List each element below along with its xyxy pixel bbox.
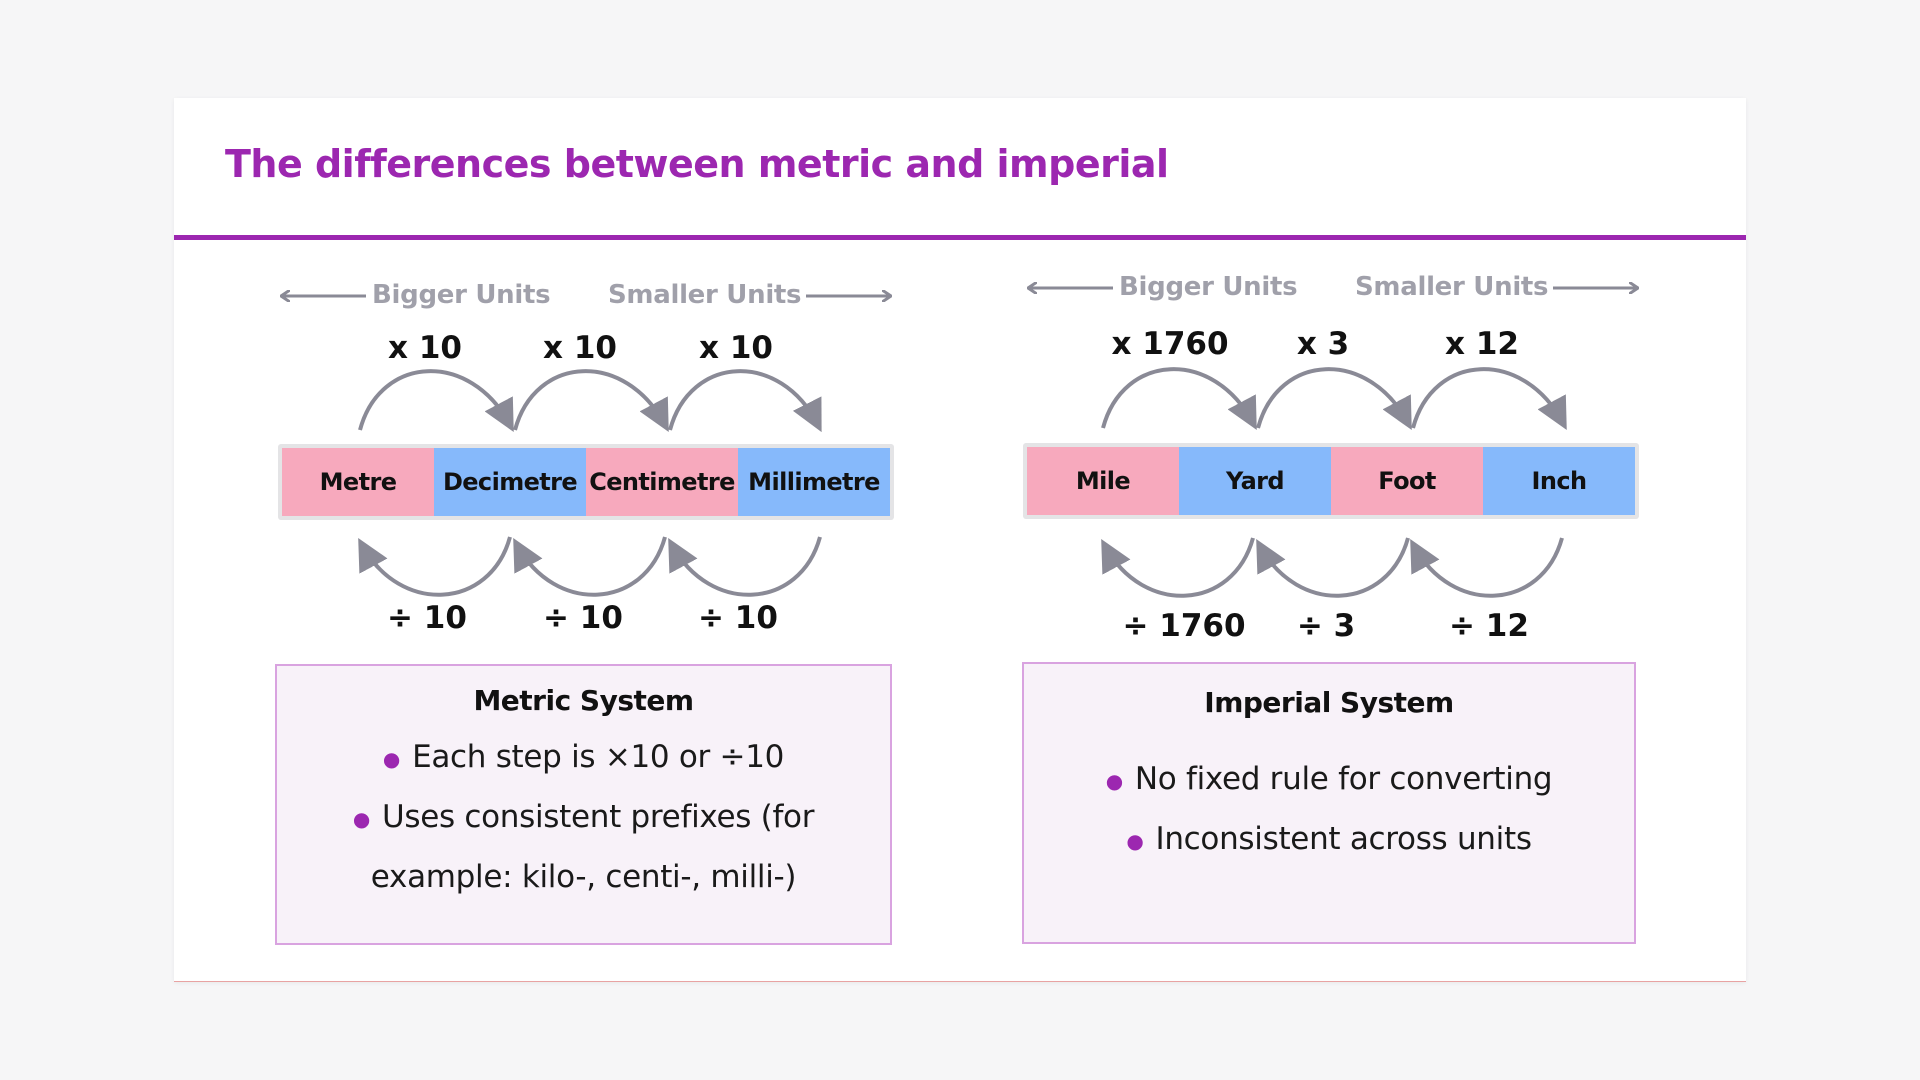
- slide-bottom-border: [174, 981, 1746, 982]
- unit-millimetre: Millimetre: [738, 448, 890, 516]
- metric-box-title: Metric System: [473, 684, 694, 717]
- imperial-system-box: Imperial System ● No fixed rule for conve…: [1022, 662, 1636, 944]
- imperial-smaller-units-label: Smaller Units: [1355, 272, 1549, 302]
- bullet-dot-icon: ●: [1126, 828, 1144, 853]
- imperial-divide-label: ÷ 3: [1296, 608, 1356, 644]
- unit-inch: Inch: [1483, 447, 1635, 515]
- metric-multiply-label: x 10: [543, 330, 617, 366]
- metric-unit-bar: Metre Decimetre Centimetre Millimetre: [278, 444, 894, 520]
- imperial-multiply-label: x 1760: [1111, 326, 1229, 362]
- title-divider: [174, 235, 1746, 240]
- bullet-dot-icon: ●: [1105, 768, 1123, 793]
- bullet-dot-icon: ●: [382, 746, 401, 771]
- imperial-bullet-1: ● No fixed rule for converting: [1105, 761, 1553, 797]
- bullet-dot-icon: ●: [352, 806, 370, 831]
- imperial-unit-bar: Mile Yard Foot Inch: [1023, 443, 1639, 519]
- page-title: The differences between metric and imper…: [225, 142, 1169, 186]
- metric-bullet-2: ● Uses consistent prefixes (for: [352, 799, 815, 835]
- imperial-multiply-label: x 12: [1445, 326, 1519, 362]
- metric-bullet-1: ● Each step is ×10 or ÷10: [382, 739, 785, 775]
- metric-bullet-2-continuation: example: kilo-, centi-, milli-): [370, 859, 797, 895]
- metric-smaller-units-label: Smaller Units: [608, 280, 802, 310]
- imperial-box-title: Imperial System: [1204, 686, 1454, 719]
- unit-foot: Foot: [1331, 447, 1483, 515]
- unit-metre: Metre: [282, 448, 434, 516]
- imperial-bullet-2: ● Inconsistent across units: [1126, 821, 1532, 857]
- metric-divide-label: ÷ 10: [543, 600, 623, 636]
- metric-multiply-label: x 10: [699, 330, 773, 366]
- metric-bigger-units-label: Bigger Units: [372, 280, 551, 310]
- imperial-multiply-label: x 3: [1296, 326, 1350, 362]
- metric-multiply-label: x 10: [388, 330, 462, 366]
- imperial-divide-label: ÷ 12: [1449, 608, 1529, 644]
- unit-mile: Mile: [1027, 447, 1179, 515]
- unit-decimetre: Decimetre: [434, 448, 586, 516]
- metric-divide-label: ÷ 10: [698, 600, 778, 636]
- metric-divide-label: ÷ 10: [387, 600, 467, 636]
- metric-system-box: Metric System ● Each step is ×10 or ÷10 ●…: [275, 664, 892, 945]
- imperial-divide-label: ÷ 1760: [1122, 608, 1246, 644]
- imperial-bigger-units-label: Bigger Units: [1119, 272, 1298, 302]
- unit-yard: Yard: [1179, 447, 1331, 515]
- unit-centimetre: Centimetre: [586, 448, 738, 516]
